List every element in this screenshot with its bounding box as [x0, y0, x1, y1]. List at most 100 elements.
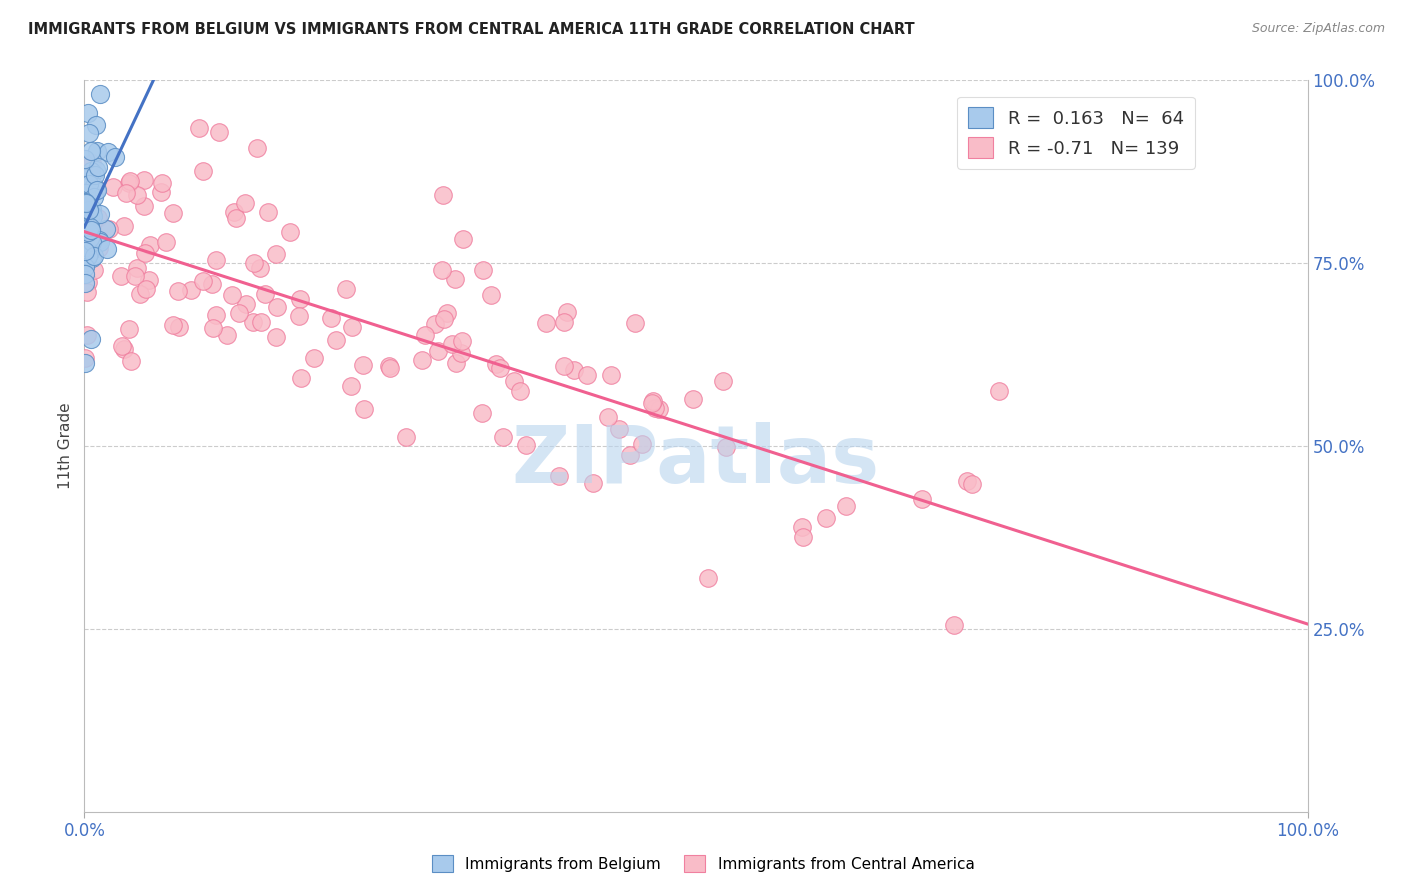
Point: [79, 236, 101, 251]
Point: [472, 262, 495, 277]
Point: [82, 206, 104, 220]
Point: [79, 230, 101, 244]
Point: [288, 292, 311, 306]
Point: [509, 384, 531, 399]
Point: [73, 276, 96, 290]
Point: [82, 251, 104, 265]
Point: [215, 327, 238, 342]
Point: [264, 330, 287, 344]
Point: [599, 368, 621, 383]
Point: [380, 361, 402, 376]
Point: [278, 225, 301, 239]
Point: [180, 283, 202, 297]
Point: [132, 199, 155, 213]
Point: [235, 196, 257, 211]
Point: [80, 332, 103, 346]
Point: [87, 241, 110, 255]
Point: [166, 285, 188, 299]
Legend: R =  0.163   N=  64, R = -0.71   N= 139: R = 0.163 N= 64, R = -0.71 N= 139: [957, 96, 1195, 169]
Text: Source: ZipAtlas.com: Source: ZipAtlas.com: [1251, 22, 1385, 36]
Point: [75, 202, 97, 217]
Point: [132, 172, 155, 186]
Point: [162, 206, 184, 220]
Point: [340, 378, 363, 392]
Point: [73, 171, 96, 186]
Point: [89, 235, 111, 249]
Point: [73, 217, 96, 231]
Point: [77, 249, 100, 263]
Point: [432, 188, 454, 202]
Point: [319, 311, 342, 326]
Point: [112, 343, 135, 357]
Point: [73, 356, 96, 370]
Point: [202, 321, 225, 335]
Point: [290, 370, 312, 384]
Point: [436, 306, 458, 320]
Point: [89, 87, 111, 102]
Point: [641, 393, 664, 408]
Point: [118, 322, 141, 336]
Point: [453, 232, 475, 246]
Point: [80, 156, 103, 170]
Point: [125, 188, 148, 202]
Point: [228, 306, 250, 320]
Point: [115, 186, 138, 200]
Point: [624, 316, 647, 330]
Point: [648, 402, 671, 417]
Point: [121, 353, 143, 368]
Point: [87, 160, 110, 174]
Point: [942, 618, 965, 632]
Point: [73, 192, 96, 206]
Point: [76, 195, 98, 210]
Point: [264, 247, 287, 261]
Point: [84, 162, 107, 177]
Point: [352, 358, 374, 372]
Point: [82, 209, 104, 223]
Point: [792, 531, 814, 545]
Point: [547, 468, 569, 483]
Point: [104, 150, 127, 164]
Point: [423, 317, 446, 331]
Point: [911, 491, 934, 506]
Point: [134, 246, 156, 260]
Point: [82, 235, 104, 249]
Point: [150, 176, 173, 190]
Point: [79, 210, 101, 224]
Point: [77, 106, 100, 120]
Point: [101, 179, 124, 194]
Point: [479, 288, 502, 302]
Point: [242, 315, 264, 329]
Point: [411, 352, 433, 367]
Point: [714, 440, 737, 454]
Point: [484, 357, 506, 371]
Point: [697, 571, 720, 585]
Point: [790, 520, 813, 534]
Point: [193, 164, 215, 178]
Point: [77, 164, 100, 178]
Point: [73, 196, 96, 211]
Point: [596, 409, 619, 424]
Point: [440, 337, 463, 351]
Point: [201, 277, 224, 292]
Point: [562, 362, 585, 376]
Point: [73, 228, 96, 243]
Point: [353, 402, 375, 417]
Point: [75, 254, 97, 268]
Point: [79, 186, 101, 200]
Point: [73, 152, 96, 166]
Point: [125, 260, 148, 275]
Point: [492, 430, 515, 444]
Point: [342, 320, 364, 334]
Point: [73, 251, 96, 265]
Point: [641, 396, 664, 410]
Point: [76, 184, 98, 198]
Point: [83, 190, 105, 204]
Point: [155, 235, 177, 250]
Point: [79, 202, 101, 217]
Point: [77, 275, 100, 289]
Point: [582, 476, 605, 491]
Point: [191, 274, 214, 288]
Point: [79, 220, 101, 235]
Point: [89, 207, 111, 221]
Point: [83, 178, 105, 193]
